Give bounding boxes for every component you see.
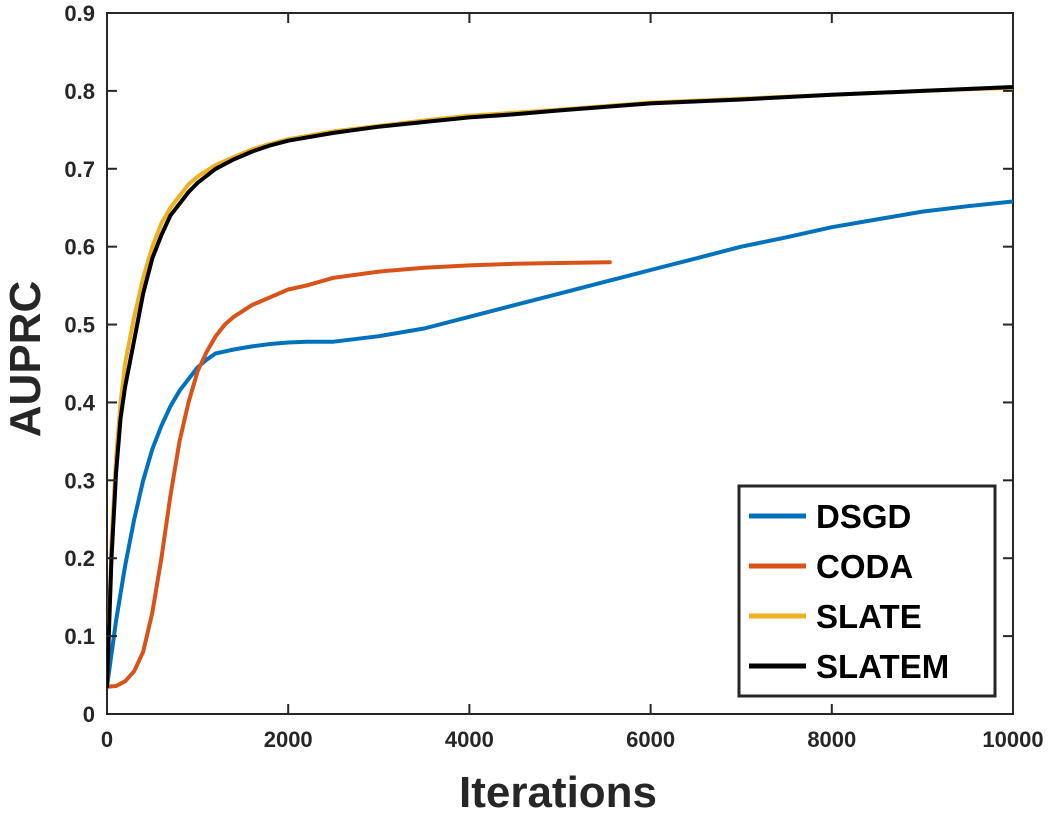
x-tick-label: 8000 <box>807 727 856 752</box>
x-axis-label: Iterations <box>459 768 657 814</box>
y-tick-label: 0 <box>83 702 95 727</box>
y-tick-label: 0.8 <box>64 79 95 104</box>
y-tick-label: 0.4 <box>64 390 95 415</box>
series-line-coda <box>107 260 612 689</box>
x-tick-label: 0 <box>101 727 113 752</box>
y-axis-ticks: 0 0.1 0.2 0.3 0.4 0.5 0.6 0.7 0.8 0.9 <box>64 1 1013 727</box>
x-tick-label: 4000 <box>445 727 494 752</box>
legend-label-dsgd: DSGD <box>816 498 911 535</box>
series-line-dsgd <box>107 199 1013 689</box>
y-tick-label: 0.1 <box>64 624 95 649</box>
series-layer <box>107 85 1013 689</box>
y-axis-label: AUPRC <box>1 281 50 437</box>
x-tick-label: 10000 <box>982 727 1043 752</box>
y-tick-label: 0.6 <box>64 235 95 260</box>
series-line-slatem <box>107 85 1013 689</box>
y-tick-label: 0.5 <box>64 313 95 338</box>
legend-box <box>737 484 997 698</box>
legend-label-slatem: SLATEM <box>816 648 949 685</box>
x-tick-label: 2000 <box>264 727 313 752</box>
y-tick-label: 0.3 <box>64 468 95 493</box>
x-tick-label: 6000 <box>626 727 675 752</box>
y-tick-label: 0.9 <box>64 1 95 26</box>
y-tick-label: 0.7 <box>64 157 95 182</box>
x-axis-ticks: 0 2000 4000 6000 8000 10000 <box>101 13 1044 752</box>
legend-label-coda: CODA <box>816 548 913 585</box>
legend-label-slate: SLATE <box>816 598 922 635</box>
legend: DSGD CODA SLATE SLATEM <box>737 484 997 698</box>
y-tick-label: 0.2 <box>64 546 95 571</box>
